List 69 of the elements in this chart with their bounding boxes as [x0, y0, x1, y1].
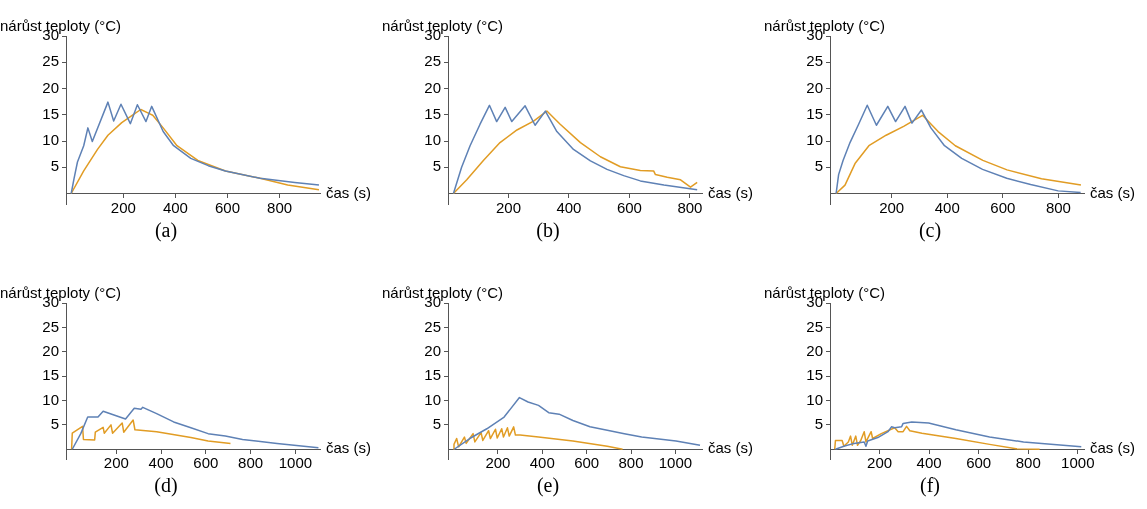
x-tick-label: 400 [162, 198, 188, 216]
x-axis-title: čas (s) [326, 439, 371, 457]
y-tick-label: 25 [806, 52, 823, 70]
x-tick-label: 400 [556, 198, 582, 216]
x-tick-label: 200 [485, 454, 511, 472]
y-tick-label: 5 [432, 415, 441, 433]
y-tick-label: 15 [424, 366, 441, 384]
text: (b) [536, 219, 560, 243]
y-tick-label: 25 [424, 317, 441, 335]
x-tick-label: 800 [618, 454, 644, 472]
x-tick-label: 200 [110, 198, 136, 216]
x-axis-title: čas (s) [1090, 439, 1135, 457]
y-tick-label: 10 [42, 390, 59, 408]
x-tick-label: 600 [215, 198, 241, 216]
y-tick-label: 20 [806, 78, 823, 96]
x-tick-label: 800 [677, 198, 703, 216]
x-tick-label: 600 [193, 454, 219, 472]
y-tick-label: 5 [50, 157, 59, 175]
x-tick-label: 1000 [1061, 454, 1095, 472]
x-tick-label: 800 [267, 198, 293, 216]
x-tick-label: 800 [1045, 198, 1071, 216]
y-tick-label: 10 [424, 131, 441, 149]
y-tick-label: 5 [432, 157, 441, 175]
y-tick-label: 10 [424, 390, 441, 408]
y-tick-label: 20 [424, 78, 441, 96]
x-tick-label: 200 [103, 454, 129, 472]
y-tick-label: 20 [806, 341, 823, 359]
x-tick-label: 400 [934, 198, 960, 216]
y-tick-label: 10 [806, 131, 823, 149]
y-tick-label: 25 [806, 317, 823, 335]
y-tick-label: 5 [814, 157, 823, 175]
x-axis-title: čas (s) [326, 183, 371, 201]
x-tick-label: 400 [529, 454, 555, 472]
x-axis-title: čas (s) [1090, 183, 1135, 201]
x-tick-label: 600 [990, 198, 1016, 216]
x-tick-label: 600 [616, 198, 642, 216]
y-tick-label: 10 [42, 131, 59, 149]
x-axis-title: čas (s) [708, 183, 753, 201]
y-tick-label: 25 [42, 52, 59, 70]
y-tick-label: 15 [42, 104, 59, 122]
x-tick-label: 200 [867, 454, 893, 472]
y-tick-label: 10 [806, 390, 823, 408]
y-tick-label: 25 [42, 317, 59, 335]
y-tick-label: 25 [424, 52, 441, 70]
y-tick-label: 20 [42, 341, 59, 359]
x-tick-label: 200 [495, 198, 521, 216]
y-tick-label: 15 [806, 366, 823, 384]
text: (a) [154, 219, 178, 243]
x-tick-label: 200 [879, 198, 905, 216]
x-axis-title: čas (s) [708, 439, 753, 457]
x-tick-label: 400 [916, 454, 942, 472]
x-tick-label: 400 [148, 454, 174, 472]
text: (d) [154, 474, 178, 498]
y-tick-label: 15 [42, 366, 59, 384]
y-tick-label: 20 [424, 341, 441, 359]
y-tick-label: 5 [814, 415, 823, 433]
y-tick-label: 20 [42, 78, 59, 96]
x-tick-label: 1000 [278, 454, 313, 472]
y-tick-label: 5 [50, 415, 59, 433]
y-tick-label: 15 [424, 104, 441, 122]
x-tick-label: 800 [1015, 454, 1041, 472]
x-tick-label: 600 [966, 454, 992, 472]
x-tick-label: 800 [238, 454, 264, 472]
text: (c) [918, 219, 942, 243]
y-tick-label: 15 [806, 104, 823, 122]
x-tick-label: 1000 [658, 454, 693, 472]
text: (f) [920, 474, 940, 498]
x-tick-label: 600 [574, 454, 600, 472]
text: (e) [536, 474, 560, 498]
